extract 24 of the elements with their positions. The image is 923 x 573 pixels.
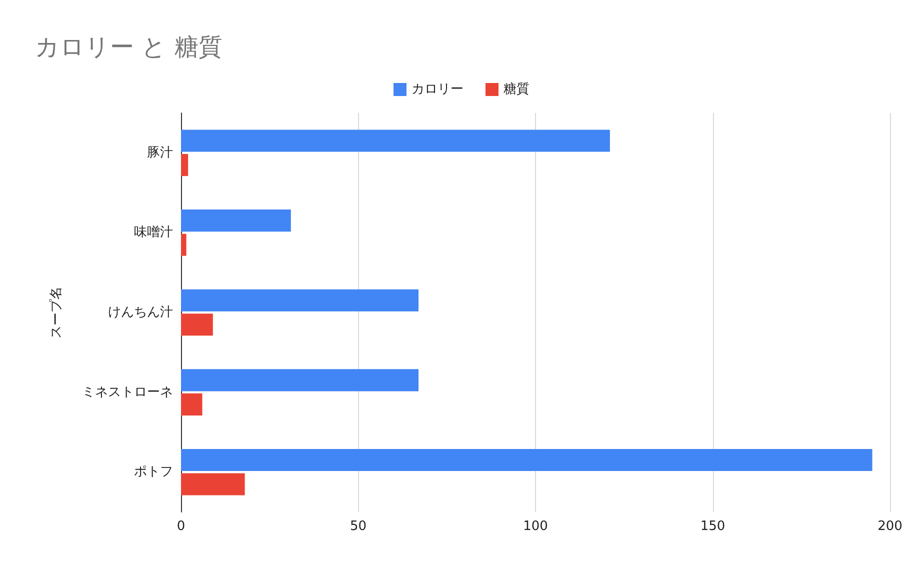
y-tick-label: ポトフ xyxy=(134,464,173,480)
y-tick-label: 味噌汁 xyxy=(134,225,173,240)
y-tick-label: けんちん汁 xyxy=(108,305,173,320)
y-tick-label: ミネストローネ xyxy=(82,384,173,400)
bar xyxy=(181,154,188,176)
bar xyxy=(181,289,419,312)
bar xyxy=(181,314,213,336)
y-tick-label: 豚汁 xyxy=(147,145,173,160)
y-axis-title: スープ名 xyxy=(49,286,64,338)
x-tick-label: 150 xyxy=(700,519,726,534)
legend-label: カロリー xyxy=(412,82,464,97)
x-tick-label: 50 xyxy=(350,519,367,534)
x-tick-label: 100 xyxy=(523,519,548,534)
x-tick-label: 0 xyxy=(176,519,186,534)
chart-title: カロリー と 糖質 xyxy=(35,33,222,61)
bar xyxy=(181,448,872,471)
bar xyxy=(181,130,610,152)
bar xyxy=(181,393,202,416)
legend-label: 糖質 xyxy=(504,82,530,97)
bar xyxy=(181,369,419,392)
bar xyxy=(181,234,186,256)
bar xyxy=(181,473,245,496)
x-tick-label: 200 xyxy=(878,519,902,534)
bar xyxy=(181,210,291,232)
